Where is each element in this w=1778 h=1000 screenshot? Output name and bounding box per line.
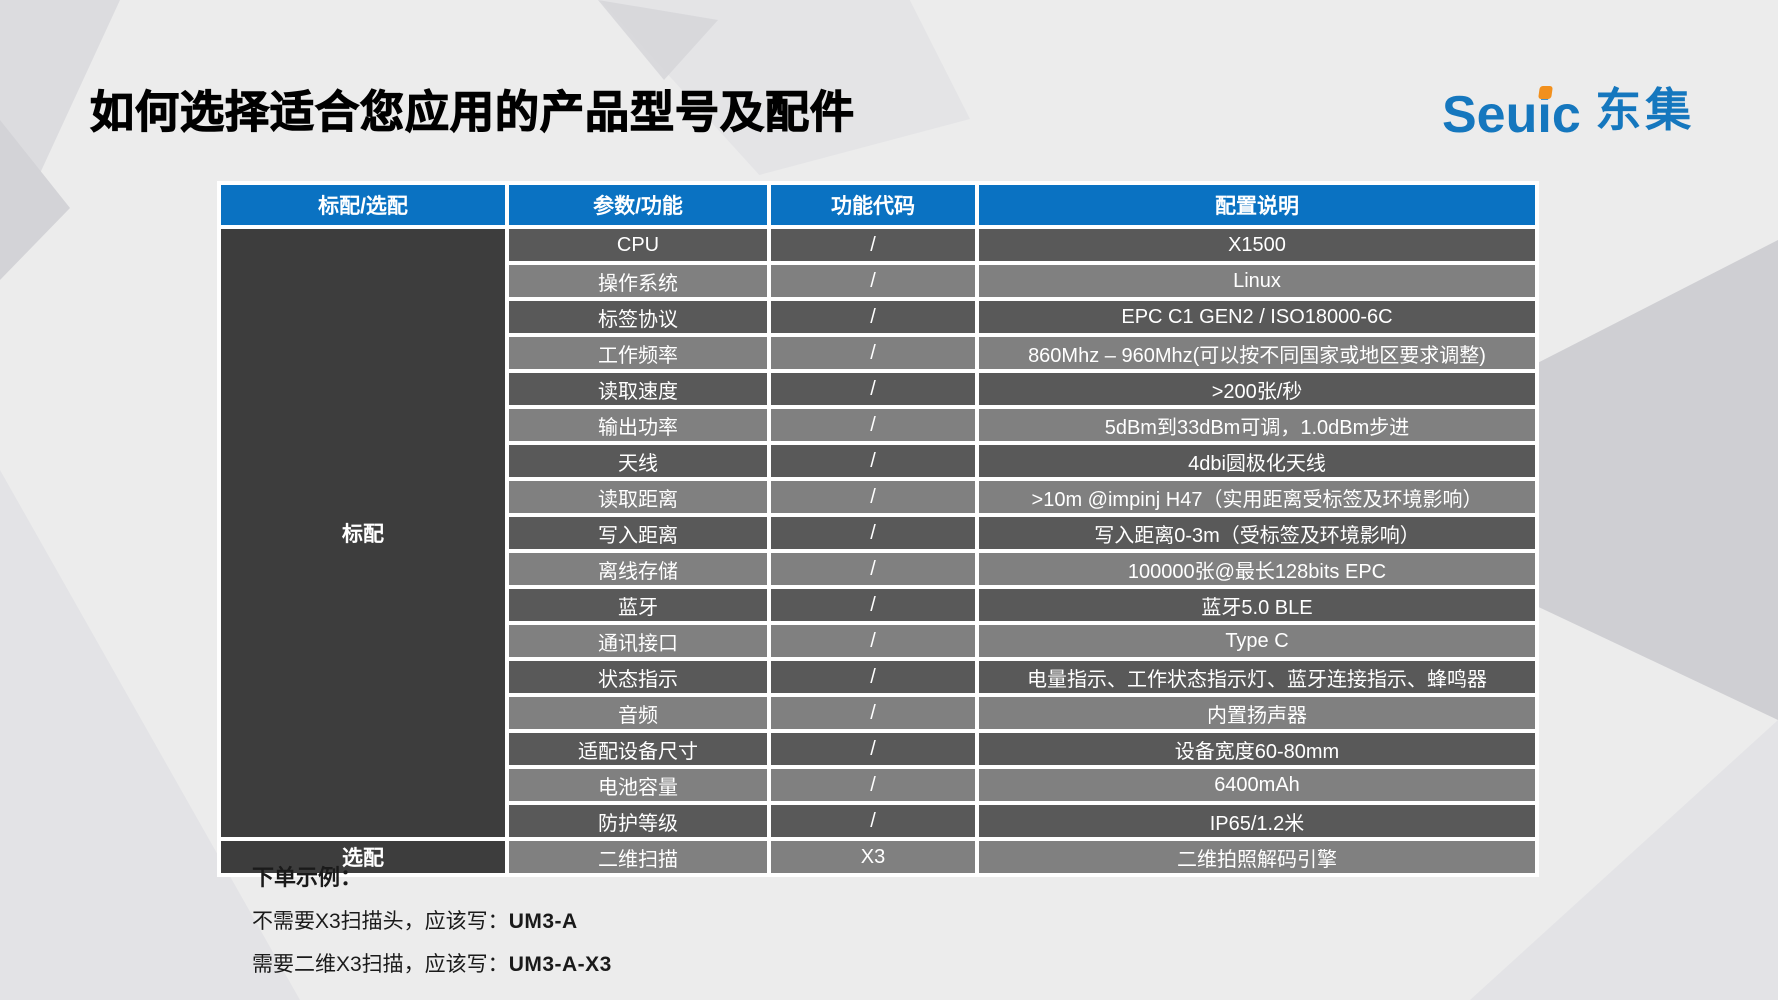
- table-row: 标签协议 / EPC C1 GEN2 / ISO18000-6C: [219, 297, 1539, 337]
- table-row: 读取距离 / >10m @impinj H47（实用距离受标签及环境影响）: [219, 477, 1539, 517]
- order-example-note: 下单示例： 不需要X3扫描头，应该写：UM3-A 需要二维X3扫描，应该写：UM…: [252, 856, 612, 986]
- cell-desc: 100000张@最长128bits EPC: [975, 549, 1539, 589]
- cell-param: 输出功率: [505, 405, 771, 445]
- order-example-heading: 下单示例：: [252, 865, 363, 890]
- cell-code: /: [767, 297, 979, 337]
- cell-desc: 写入距离0-3m（受标签及环境影响）: [975, 513, 1539, 553]
- cell-code: /: [767, 621, 979, 661]
- cell-param: 音频: [505, 693, 771, 733]
- cell-code: /: [767, 513, 979, 553]
- cell-desc: 860Mhz – 960Mhz(可以按不同国家或地区要求调整): [975, 333, 1539, 373]
- order-line1-prefix: 不需要X3扫描头，应该写：: [252, 910, 509, 933]
- cell-param: 通讯接口: [505, 621, 771, 661]
- cell-param: 防护等级: [505, 801, 771, 841]
- cell-code: /: [767, 765, 979, 805]
- cell-code: /: [767, 369, 979, 409]
- header-config-type: 标配/选配: [217, 181, 509, 229]
- table-row: 适配设备尺寸 / 设备宽度60-80mm: [219, 729, 1539, 769]
- cell-desc: IP65/1.2米: [975, 801, 1539, 841]
- cell-code: /: [767, 801, 979, 841]
- standard-config-cell: 标配: [217, 225, 509, 841]
- spec-table-body: 标配 CPU / X1500 操作系统 / Linux 标签协议 / EPC C1 GEN2 / …: [217, 225, 1539, 877]
- bg-polygon-top-left-2: [0, 120, 70, 280]
- header-feature-code: 功能代码: [767, 181, 979, 229]
- page-title: 如何选择适合您应用的产品型号及配件: [89, 87, 855, 137]
- cell-param: 写入距离: [505, 513, 771, 553]
- cell-param: 读取距离: [505, 477, 771, 517]
- order-example-line2: 需要二维X3扫描，应该写：UM3-A-X3: [252, 943, 612, 986]
- cell-code: X3: [767, 837, 979, 877]
- table-row: 防护等级 / IP65/1.2米: [219, 801, 1539, 841]
- cell-desc: 蓝牙5.0 BLE: [975, 585, 1539, 625]
- cell-param: 蓝牙: [505, 585, 771, 625]
- table-row: 离线存储/100000张@最长128bits EPC: [219, 549, 1539, 589]
- cell-desc: X1500: [975, 225, 1539, 265]
- table-row: 蓝牙 / 蓝牙5.0 BLE: [219, 585, 1539, 625]
- cell-desc: >10m @impinj H47（实用距离受标签及环境影响）: [975, 477, 1539, 517]
- cell-code: /: [767, 585, 979, 625]
- table-row: 读取速度 / >200张/秒: [219, 369, 1539, 409]
- cell-desc: Linux: [975, 261, 1539, 301]
- header-description: 配置说明: [975, 181, 1539, 229]
- cell-param: 状态指示: [505, 657, 771, 697]
- table-row: 音频 / 内置扬声器: [219, 693, 1539, 733]
- cell-code: /: [767, 225, 979, 265]
- cell-desc: 电量指示、工作状态指示灯、蓝牙连接指示、蜂鸣器: [975, 657, 1539, 697]
- cell-code: /: [767, 261, 979, 301]
- cell-code: /: [767, 333, 979, 373]
- order-example-line1: 不需要X3扫描头，应该写：UM3-A: [252, 900, 612, 943]
- cell-desc: 设备宽度60-80mm: [975, 729, 1539, 769]
- table-row: 操作系统 / Linux: [219, 261, 1539, 301]
- table-row: 标配 CPU / X1500: [217, 225, 1539, 841]
- bg-polygon-top-center-2: [598, 0, 718, 80]
- cell-param: 电池容量: [505, 765, 771, 805]
- logo-i-dot-icon: [1538, 86, 1553, 99]
- cell-desc: 5dBm到33dBm可调，1.0dBm步进: [975, 405, 1539, 445]
- cell-desc: 6400mAh: [975, 765, 1539, 805]
- header-param: 参数/功能: [505, 181, 771, 229]
- table-row: 工作频率/860Mhz – 960Mhz(可以按不同国家或地区要求调整): [219, 333, 1539, 373]
- logo-cjk-text: 东集: [1595, 84, 1696, 136]
- table-row: 通讯接口 / Type C: [219, 621, 1539, 661]
- order-line2-model: UM3-A-X3: [508, 953, 612, 976]
- table-row: 写入距离 / 写入距离0-3m（受标签及环境影响）: [219, 513, 1539, 553]
- cell-desc: >200张/秒: [975, 369, 1539, 409]
- cell-param: 二维扫描: [505, 837, 771, 877]
- order-line2-prefix: 需要二维X3扫描，应该写：: [252, 953, 509, 976]
- table-row: 电池容量/6400mAh: [219, 765, 1539, 805]
- cell-code: /: [767, 657, 979, 697]
- cell-code: /: [767, 441, 979, 481]
- logo-latin-text: Seuic: [1442, 85, 1581, 145]
- cell-param: 天线: [505, 441, 771, 481]
- table-row: 天线/4dbi圆极化天线: [219, 441, 1539, 481]
- table-row: 状态指示 / 电量指示、工作状态指示灯、蓝牙连接指示、蜂鸣器: [219, 657, 1539, 697]
- cell-param: 工作频率: [505, 333, 771, 373]
- cell-param: CPU: [505, 225, 771, 265]
- cell-param: 离线存储: [505, 549, 771, 589]
- cell-code: /: [767, 693, 979, 733]
- spec-table: 标配/选配 参数/功能 功能代码 配置说明 标配 CPU / X1500 操作系统 / Li…: [217, 181, 1539, 877]
- cell-desc: 内置扬声器: [975, 693, 1539, 733]
- cell-code: /: [767, 729, 979, 769]
- optional-config-cell: 选配: [217, 837, 509, 877]
- cell-desc: Type C: [975, 621, 1539, 661]
- cell-code: /: [767, 405, 979, 445]
- cell-desc: EPC C1 GEN2 / ISO18000-6C: [975, 297, 1539, 337]
- cell-desc: 4dbi圆极化天线: [975, 441, 1539, 481]
- cell-param: 读取速度: [505, 369, 771, 409]
- table-header-row: 标配/选配 参数/功能 功能代码 配置说明: [217, 181, 1539, 229]
- table-row-optional: 选配 二维扫描 X3 二维拍照解码引擎: [217, 837, 1539, 877]
- cell-code: /: [767, 477, 979, 517]
- cell-code: /: [767, 549, 979, 589]
- order-line1-model: UM3-A: [508, 910, 578, 933]
- cell-param: 适配设备尺寸: [505, 729, 771, 769]
- logo-wordmark: Seuic: [1442, 86, 1581, 144]
- cell-desc: 二维拍照解码引擎: [975, 837, 1539, 877]
- cell-param: 标签协议: [505, 297, 771, 337]
- brand-logo: Seuic 东集: [1442, 74, 1695, 145]
- table-row: 输出功率/5dBm到33dBm可调，1.0dBm步进: [219, 405, 1539, 445]
- cell-param: 操作系统: [505, 261, 771, 301]
